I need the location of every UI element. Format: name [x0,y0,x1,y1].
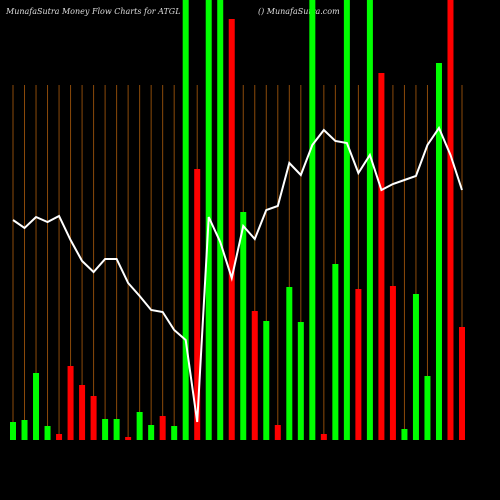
bar [412,294,419,440]
bar [136,412,143,440]
bar [217,0,224,440]
bar [297,322,304,440]
bar [274,425,281,440]
bar [102,419,109,440]
bar [389,286,396,440]
bar [401,429,408,440]
bar [90,396,97,440]
bar [125,437,132,440]
bar [309,0,316,440]
bar [343,0,350,440]
bar [355,289,362,440]
bar [44,426,51,440]
bar [320,434,327,440]
bar [251,311,258,440]
bar [171,426,178,440]
bar [159,416,166,440]
bar [56,434,63,440]
bar [286,287,293,440]
bar [459,327,465,440]
bar [79,385,86,440]
bar [148,425,155,440]
chart-subtitle: () MunafaSutra.com [258,7,340,16]
bar [194,169,201,440]
bar [263,321,270,440]
bar [67,366,74,440]
bar [33,373,40,440]
bar [447,0,454,440]
bar [435,63,442,440]
bar [424,376,431,440]
chart-title: MunafaSutra Money Flow Charts for ATGL [5,7,181,16]
bar [228,19,235,440]
bar [332,264,339,440]
bar [10,422,16,440]
bar [240,212,247,440]
bar [113,419,120,440]
bar [366,0,373,440]
money-flow-line [12,125,463,423]
bar [21,420,28,440]
bar [182,0,189,440]
bar [378,73,385,440]
